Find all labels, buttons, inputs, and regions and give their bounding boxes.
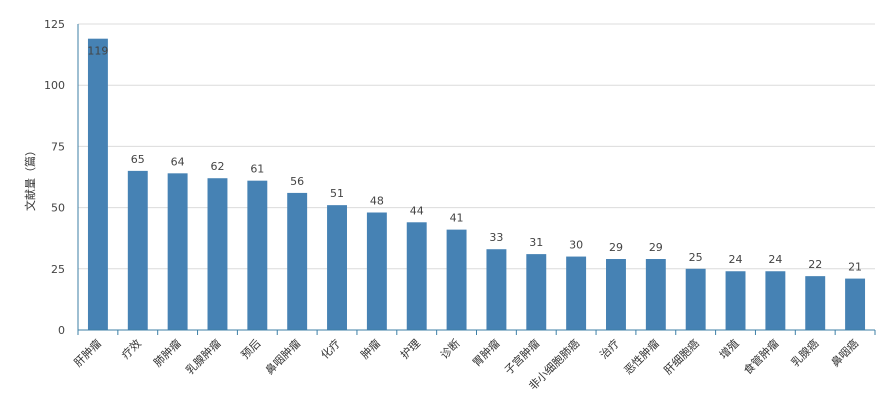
bar[interactable] <box>526 254 547 330</box>
x-tick-label: 鼻咽癌 <box>828 336 861 369</box>
bar[interactable] <box>805 276 826 330</box>
y-tick-label: 25 <box>51 263 65 276</box>
y-axis-label: 文献量（篇） <box>23 145 37 211</box>
x-tick-label: 乳腺癌 <box>788 336 821 369</box>
y-tick-label: 0 <box>58 324 65 337</box>
data-label: 24 <box>729 253 743 266</box>
y-tick-label: 100 <box>44 79 65 92</box>
bar[interactable] <box>366 212 387 330</box>
x-tick-label: 预后 <box>239 337 264 362</box>
grid-lines <box>78 23 875 270</box>
x-tick-label: 肺肿瘤 <box>151 336 184 369</box>
bar[interactable] <box>566 256 587 330</box>
x-tick-label: 增殖 <box>716 336 741 361</box>
bar[interactable] <box>127 170 148 330</box>
x-tick-label: 肝细胞癌 <box>661 336 702 377</box>
bar[interactable] <box>207 178 228 330</box>
data-label: 25 <box>689 251 703 264</box>
bar[interactable] <box>685 268 706 330</box>
data-label: 22 <box>808 258 822 271</box>
bar[interactable] <box>486 249 507 330</box>
bar[interactable] <box>765 271 786 330</box>
data-label: 33 <box>489 231 503 244</box>
x-tick-label: 子宫肿瘤 <box>501 336 542 377</box>
data-label: 31 <box>529 236 543 249</box>
bar[interactable] <box>87 38 108 331</box>
bar[interactable] <box>606 259 626 330</box>
x-tick-label: 治疗 <box>597 336 622 361</box>
data-label: 24 <box>768 253 782 266</box>
x-tick-label: 化疗 <box>318 336 343 361</box>
data-label: 44 <box>410 204 424 217</box>
data-label: 56 <box>290 175 304 188</box>
labels: 0 25 50 75 100 125 119 肝肿瘤 65 疗效 64 肺肿瘤 62 乳腺肿瘤 61 预后 56… <box>44 18 862 393</box>
x-tick-label: 胃肿瘤 <box>469 336 502 369</box>
x-tick-label: 乳腺肿瘤 <box>183 336 224 377</box>
bar[interactable] <box>406 222 427 330</box>
data-label: 48 <box>370 194 384 207</box>
data-label: 61 <box>250 163 264 176</box>
bar[interactable] <box>845 278 866 330</box>
data-label: 21 <box>848 261 862 274</box>
x-tick-label: 护理 <box>397 336 422 361</box>
x-tick-label: 肿瘤 <box>358 336 383 361</box>
data-label: 51 <box>330 187 344 200</box>
bar[interactable] <box>167 173 188 330</box>
x-tick-label: 食管肿瘤 <box>740 336 781 377</box>
axes <box>77 24 876 335</box>
y-tick-label: 125 <box>44 18 65 31</box>
data-label: 64 <box>171 155 185 168</box>
data-label: 29 <box>609 241 623 254</box>
bar[interactable] <box>645 259 666 330</box>
data-label: 65 <box>131 153 145 166</box>
bar[interactable] <box>725 271 746 330</box>
data-label: 29 <box>649 241 663 254</box>
x-tick-label: 恶性肿瘤 <box>621 336 662 377</box>
bar[interactable] <box>446 229 467 330</box>
x-tick-label: 鼻咽肿瘤 <box>262 336 303 377</box>
x-tick-label: 疗效 <box>118 336 143 361</box>
data-label: 62 <box>210 160 224 173</box>
data-label: 30 <box>569 239 583 252</box>
y-tick-label: 50 <box>51 202 65 215</box>
data-label: 119 <box>87 45 108 58</box>
x-tick-label: 肝肿瘤 <box>71 336 104 369</box>
y-tick-label: 75 <box>51 140 65 153</box>
bars <box>87 38 866 331</box>
bar[interactable] <box>327 205 347 330</box>
x-tick-label: 诊断 <box>437 336 462 361</box>
data-label: 41 <box>450 212 464 225</box>
bar[interactable] <box>287 192 308 330</box>
bar[interactable] <box>247 180 268 330</box>
